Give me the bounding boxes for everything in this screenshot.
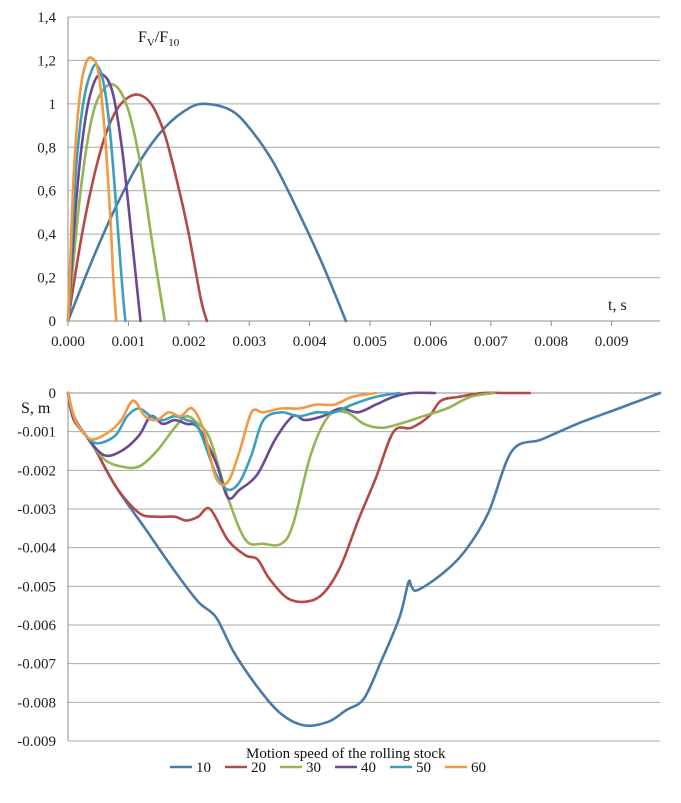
legend-label-20: 20 — [251, 760, 266, 776]
top-x-tick-label: 0.008 — [534, 334, 568, 350]
bottom-gridlines — [67, 392, 660, 742]
bottom-series-line-60 — [66, 391, 378, 487]
top-x-tick-label: 0.005 — [353, 334, 387, 350]
bottom-series-line-20 — [66, 391, 532, 604]
top-x-tick-label: 0.007 — [474, 334, 508, 350]
top-x-tick-label: 0.000 — [51, 334, 85, 350]
legend-label-40: 40 — [361, 760, 376, 776]
top-y-tick-label: 0,4 — [37, 227, 56, 243]
bottom-series-line-10 — [66, 391, 662, 728]
top-x-axis-label: t, s — [608, 297, 627, 314]
top-y-tick-label: 0 — [49, 314, 57, 330]
top-y-axis-label: FV/F10 — [138, 29, 180, 49]
top-series-group — [66, 56, 348, 323]
top-series-line-50 — [66, 63, 127, 323]
bottom-y-tick-label: -0.009 — [17, 734, 56, 750]
bottom-y-tick-label: -0.006 — [17, 618, 56, 634]
bottom-series-line-30 — [66, 391, 496, 547]
top-x-tick-label: 0.002 — [172, 334, 206, 350]
top-gridlines — [67, 16, 660, 326]
top-x-tick-label: 0.003 — [232, 334, 266, 350]
top-x-tick-label: 0.006 — [414, 334, 448, 350]
top-series-line-30 — [66, 82, 166, 323]
legend-label-30: 30 — [306, 760, 321, 776]
top-y-tick-label: 0,6 — [37, 184, 56, 200]
legend: 10 20 30 40 50 60 — [170, 760, 486, 776]
top-x-tick-labels: 0.000 0.001 0.002 0.003 0.004 0.005 0.006 0.007… — [51, 334, 628, 350]
legend-title: Motion speed of the rolling stock — [246, 746, 446, 762]
legend-label-60: 60 — [471, 760, 486, 776]
bottom-y-tick-label: -0.004 — [17, 541, 56, 557]
top-y-tick-label: 0,8 — [37, 140, 56, 156]
legend-label-10: 10 — [196, 760, 211, 776]
top-y-tick-label: 1,4 — [37, 10, 56, 26]
top-x-tick-label: 0.001 — [112, 334, 146, 350]
bottom-y-tick-label: 0 — [49, 386, 57, 402]
bottom-y-tick-labels: 0 -0.001 -0.002 -0.003 -0.004 -0.005 -0.006 -0.… — [17, 386, 56, 750]
bottom-y-tick-label: -0.003 — [17, 502, 56, 518]
bottom-series-group — [66, 391, 662, 728]
top-y-tick-label: 1,2 — [37, 53, 56, 69]
bottom-y-tick-label: -0.008 — [17, 695, 56, 711]
top-series-line-60 — [66, 56, 118, 323]
top-series-line-40 — [66, 72, 142, 323]
top-x-tick-label: 0.009 — [595, 334, 629, 350]
top-y-tick-label: 1 — [49, 97, 57, 113]
bottom-series-line-50 — [66, 391, 401, 492]
bottom-y-tick-label: -0.001 — [17, 425, 56, 441]
top-y-tick-labels: 0 0,2 0,4 0,6 0,8 1 1,2 1,4 — [37, 10, 56, 330]
bottom-y-tick-label: -0.005 — [17, 579, 56, 595]
bottom-y-tick-label: -0.002 — [17, 463, 56, 479]
bottom-y-tick-label: -0.007 — [17, 657, 56, 673]
top-series-line-20 — [66, 93, 209, 323]
legend-label-50: 50 — [416, 760, 431, 776]
top-x-tick-label: 0.004 — [293, 334, 327, 350]
top-y-tick-label: 0,2 — [37, 271, 56, 287]
bottom-y-axis-label: S, m — [21, 400, 51, 417]
bottom-series-line-40 — [66, 391, 437, 500]
